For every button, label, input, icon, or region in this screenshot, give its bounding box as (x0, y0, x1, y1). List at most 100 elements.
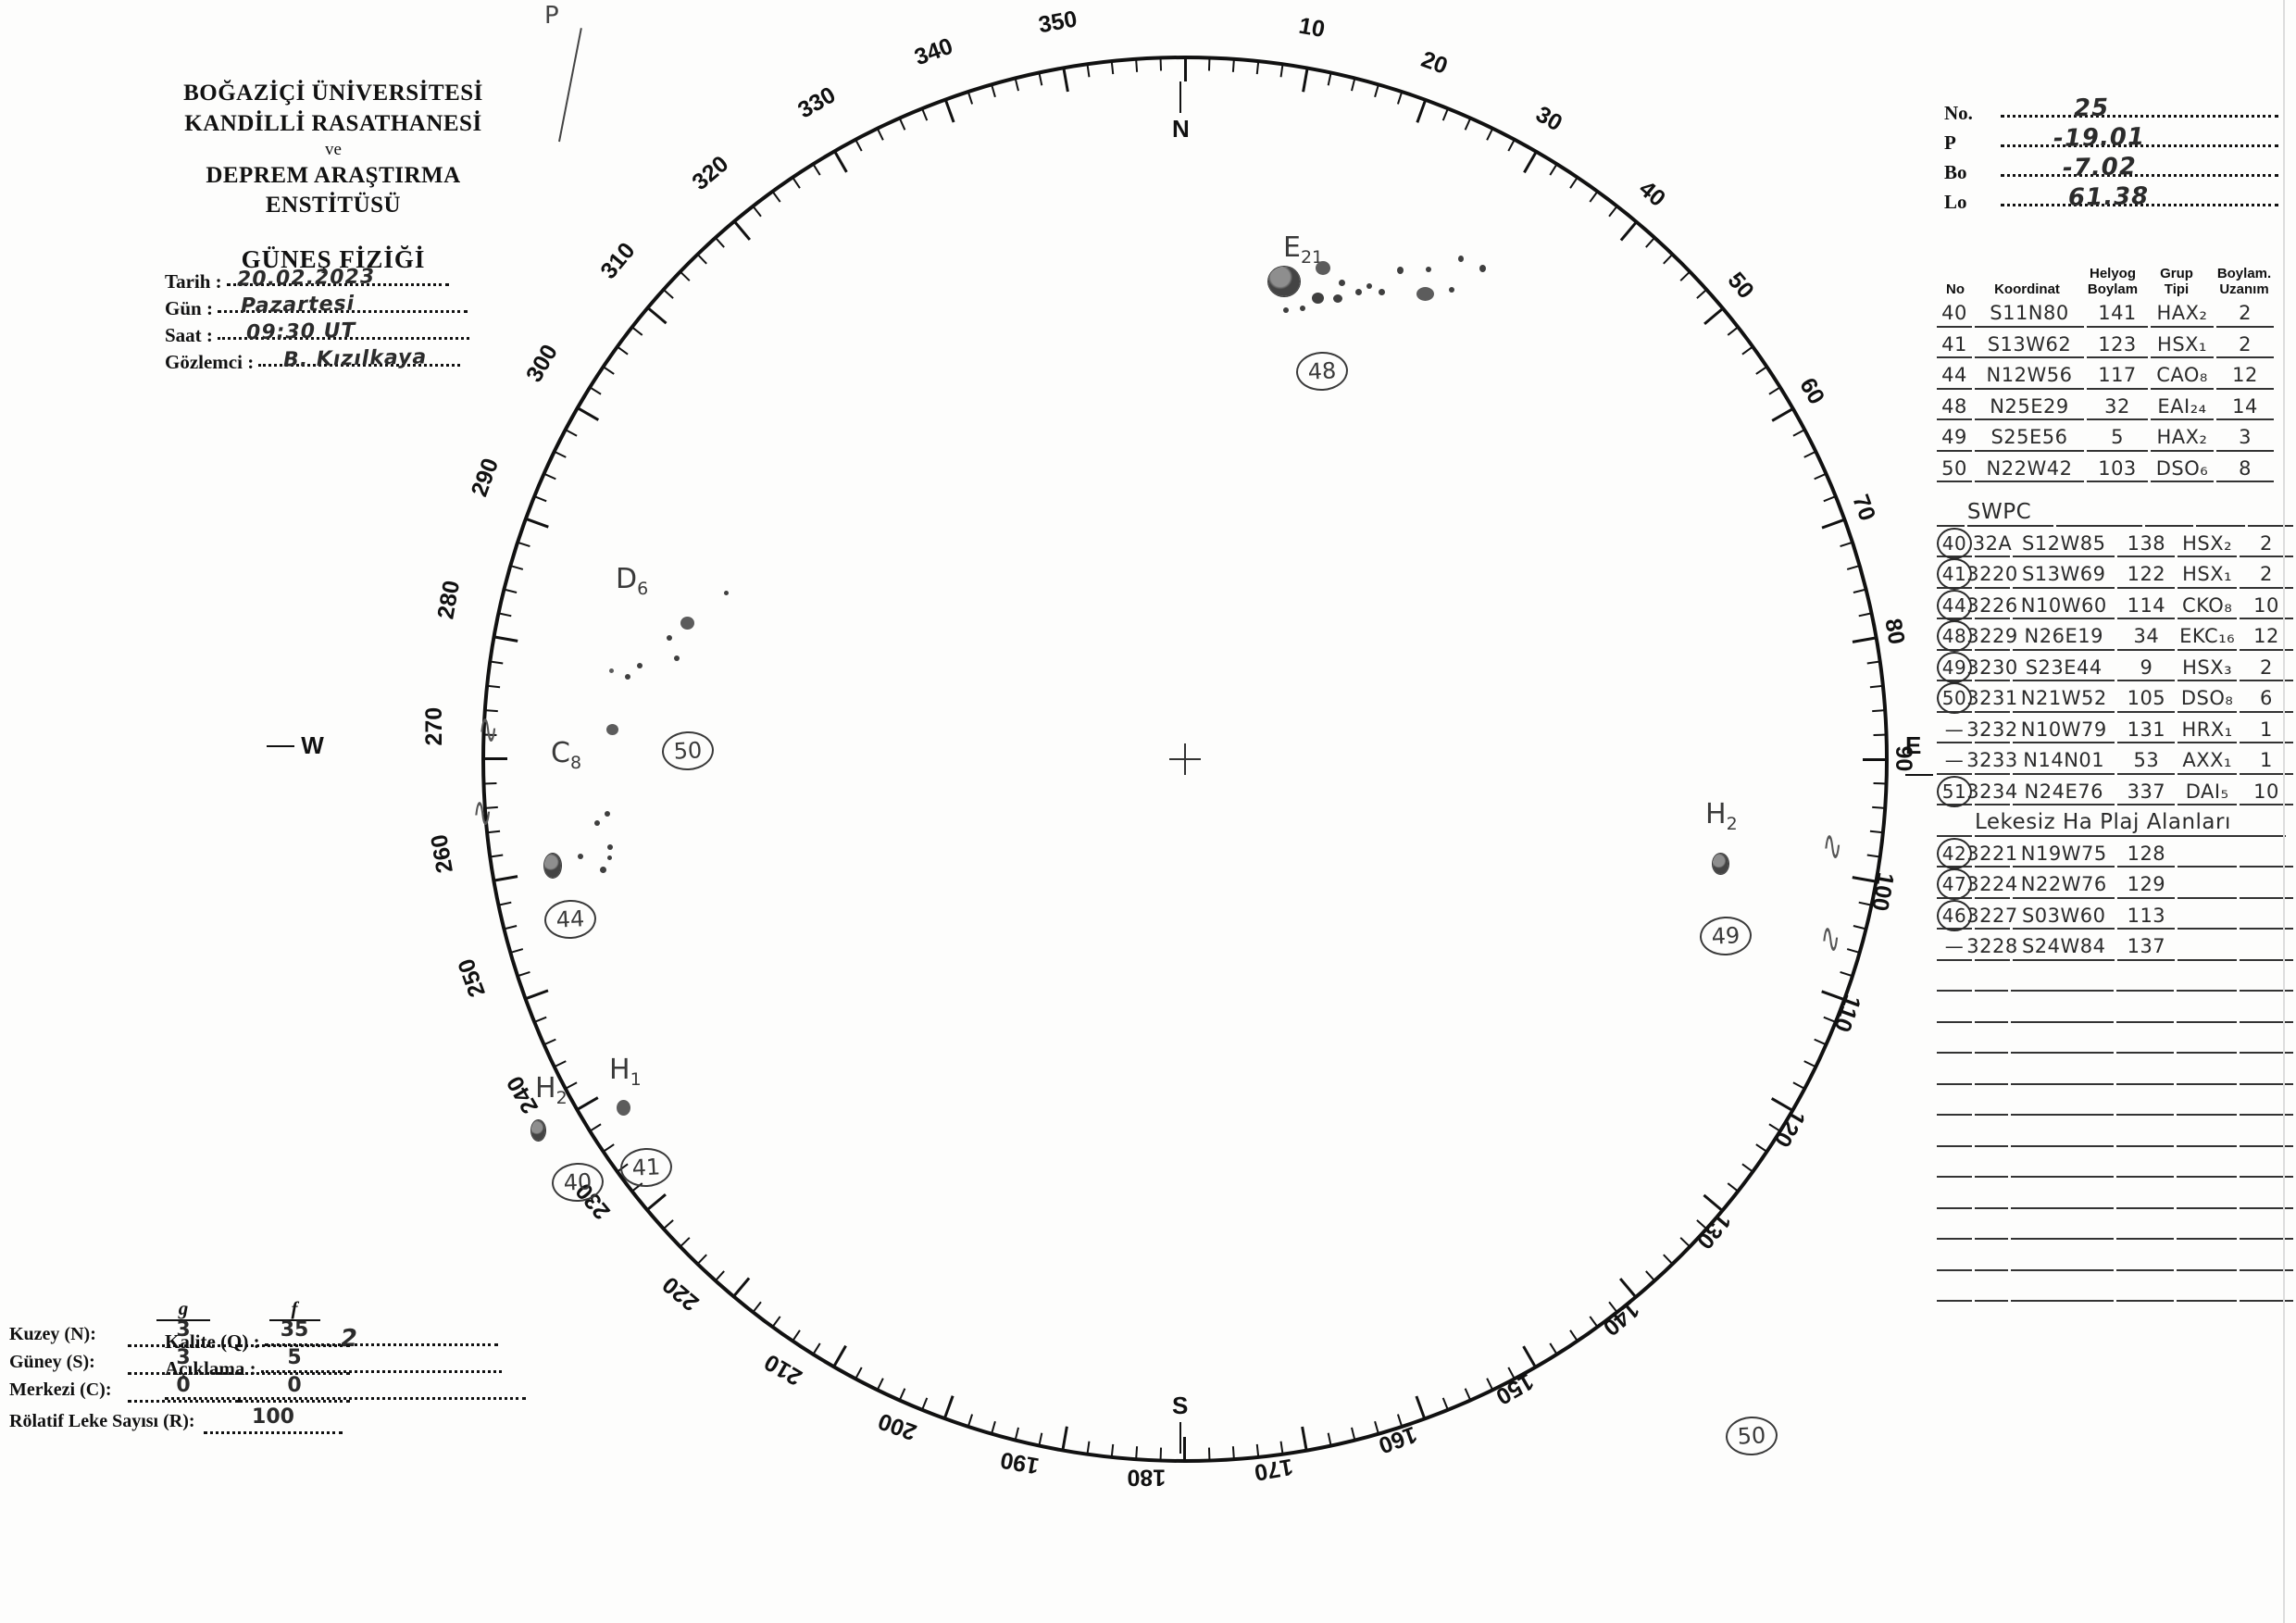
cell-region-id (1975, 965, 2008, 992)
cell-boylam-uzanim (2239, 1089, 2294, 1116)
sunspot-pore (1355, 289, 1362, 295)
cell-koordinat: N22W76 (2013, 872, 2115, 899)
cell-boylam-uzanim (2239, 903, 2293, 930)
sunspot-umbra (531, 1120, 545, 1141)
summary-g-header: g (156, 1297, 211, 1321)
cell-helyog-boylam: 137 (2117, 934, 2176, 961)
summary-header-row: g f (9, 1296, 361, 1321)
cell-koordinat: S23E44 (2013, 655, 2115, 681)
cell-helyog-boylam: 128 (2117, 841, 2176, 868)
cell-boylam-uzanim: 12 (2239, 624, 2293, 651)
institution-line-1: BOĞAZİÇİ ÜNİVERSİTESİ (183, 81, 483, 106)
cell-helyog-boylam (2116, 1275, 2175, 1302)
col-header-boylam: Boylam (2087, 281, 2139, 297)
param-p: P -19.01 (1944, 123, 2291, 161)
sunspot-umbra (544, 854, 561, 878)
cell-region-id (1975, 996, 2008, 1023)
col-header-boylam-uzanim-1: Boylam. (2216, 266, 2272, 281)
cell-grup-tipi: DSO₆ (2151, 456, 2214, 482)
cell-boylam-uzanim (2239, 841, 2293, 868)
cell-grup-tipi: EKC₁₆ (2177, 624, 2237, 651)
disk-center-marker-h (1169, 758, 1201, 760)
cell-boylam-uzanim: 2 (2216, 331, 2274, 358)
cell-no: 40 (1937, 301, 1972, 328)
table-row (1937, 1116, 2296, 1147)
table-row (1937, 992, 2296, 1023)
cardinal-south: S (1172, 1392, 1188, 1454)
table-row (1937, 1178, 2296, 1209)
cell-koordinat: S11N80 (1975, 301, 2084, 328)
degree-label-330: 330 (793, 81, 841, 124)
table-row: 48 N25E29 32 EAI₂₄ 14 (1937, 390, 2296, 420)
cell-boylam-uzanim (2239, 1027, 2294, 1054)
summary-f-value[interactable]: 35 (239, 1318, 350, 1347)
degree-label-340: 340 (911, 32, 956, 71)
swpc-header-blank (2055, 500, 2142, 527)
cell-koordinat: N21W52 (2013, 686, 2115, 713)
cell-koordinat: N14N01 (2013, 748, 2115, 775)
cell-no: 49 (1937, 425, 1972, 452)
summary-g-value[interactable]: 3 (128, 1318, 239, 1347)
summary-g-value[interactable]: 3 (128, 1346, 239, 1375)
table-row (1937, 1240, 2296, 1271)
cell-boylam-uzanim (2239, 872, 2293, 899)
sunspot-umbra (1416, 287, 1434, 301)
cell-helyog-boylam (2116, 1151, 2175, 1178)
table-row (1937, 1271, 2296, 1302)
table-row: 49 3230 S23E44 9 HSX₃ 2 (1937, 651, 2296, 683)
field-day-value[interactable]: Pazartesi (240, 292, 356, 318)
cell-helyog-boylam: 122 (2117, 562, 2176, 589)
param-p-value[interactable]: -19.01 (2053, 122, 2146, 154)
cell-koordinat: N10W60 (2013, 593, 2115, 619)
cell-koordinat: S12W85 (2013, 531, 2115, 557)
cell-grup-tipi (2177, 1244, 2237, 1271)
cell-boylam-uzanim: 1 (2239, 717, 2293, 743)
degree-label-80: 80 (1879, 616, 1910, 647)
cell-grup-tipi (2177, 1151, 2237, 1178)
summary-f-value[interactable]: 5 (239, 1346, 350, 1375)
field-time-value[interactable]: 09:30 UT (245, 318, 356, 345)
cell-helyog-boylam: 129 (2117, 872, 2176, 899)
field-aciklama-line-2 (165, 1384, 535, 1411)
cell-helyog-boylam: 105 (2117, 686, 2176, 713)
cell-helyog-boylam: 9 (2117, 655, 2176, 681)
cell-grup-tipi (2177, 1027, 2237, 1054)
cell-grup-tipi: HSX₂ (2177, 531, 2237, 557)
sunspot-pore (667, 635, 672, 641)
summary-g-value[interactable]: 0 (128, 1374, 239, 1403)
group-label-H2-right: H2 (1705, 798, 1738, 834)
cell-grup-tipi (2177, 1213, 2237, 1240)
field-time-label: Saat : (165, 324, 213, 346)
param-bo-value[interactable]: -7.02 (2062, 153, 2138, 182)
relative-number-label: Rölatif Leke Sayısı (R): (9, 1410, 195, 1431)
degree-label-30: 30 (1531, 101, 1567, 137)
plage-section-header: Lekesiz Ha Plaj Alanları (1937, 805, 2296, 837)
col-header-boylam-uzanim-2: Uzanım (2219, 281, 2269, 297)
table-row (1937, 961, 2296, 992)
table-row: 50 3231 N21W52 105 DSO₈ 6 (1937, 681, 2296, 714)
row-mark (1937, 1089, 1972, 1116)
cell-grup-tipi: HAX₂ (2151, 301, 2214, 328)
sunspot-umbra (680, 617, 694, 630)
row-mark: 51 (1937, 775, 1972, 807)
summary-f-value[interactable]: 0 (239, 1374, 350, 1403)
degree-label-100: 100 (1866, 870, 1899, 914)
row-mark: — (1937, 934, 1972, 961)
swpc-header-blank (2195, 500, 2246, 527)
sunspot-umbra (609, 668, 614, 673)
field-date-value[interactable]: 20.02.2023 (236, 265, 376, 292)
field-observer-value[interactable]: B. Kızılkaya (282, 345, 428, 372)
sunspot-umbra (1268, 267, 1300, 296)
param-no-value[interactable]: 25 (2073, 94, 2110, 123)
param-bo-label: Bo (1944, 161, 1967, 183)
relative-number-value[interactable]: 100 (252, 1405, 294, 1429)
row-mark: 41 (1937, 558, 1972, 590)
cell-grup-tipi (2177, 841, 2237, 868)
cell-boylam-uzanim (2239, 996, 2294, 1023)
param-lo-value[interactable]: 61.38 (2067, 182, 2150, 212)
cell-region-id: 3224 (1966, 872, 2017, 899)
cell-koordinat: S25E56 (1975, 425, 2084, 452)
cell-grup-tipi: CAO₈ (2151, 363, 2214, 390)
param-bo: Bo -7.02 (1944, 153, 2291, 191)
cell-region-id (1975, 1244, 2008, 1271)
